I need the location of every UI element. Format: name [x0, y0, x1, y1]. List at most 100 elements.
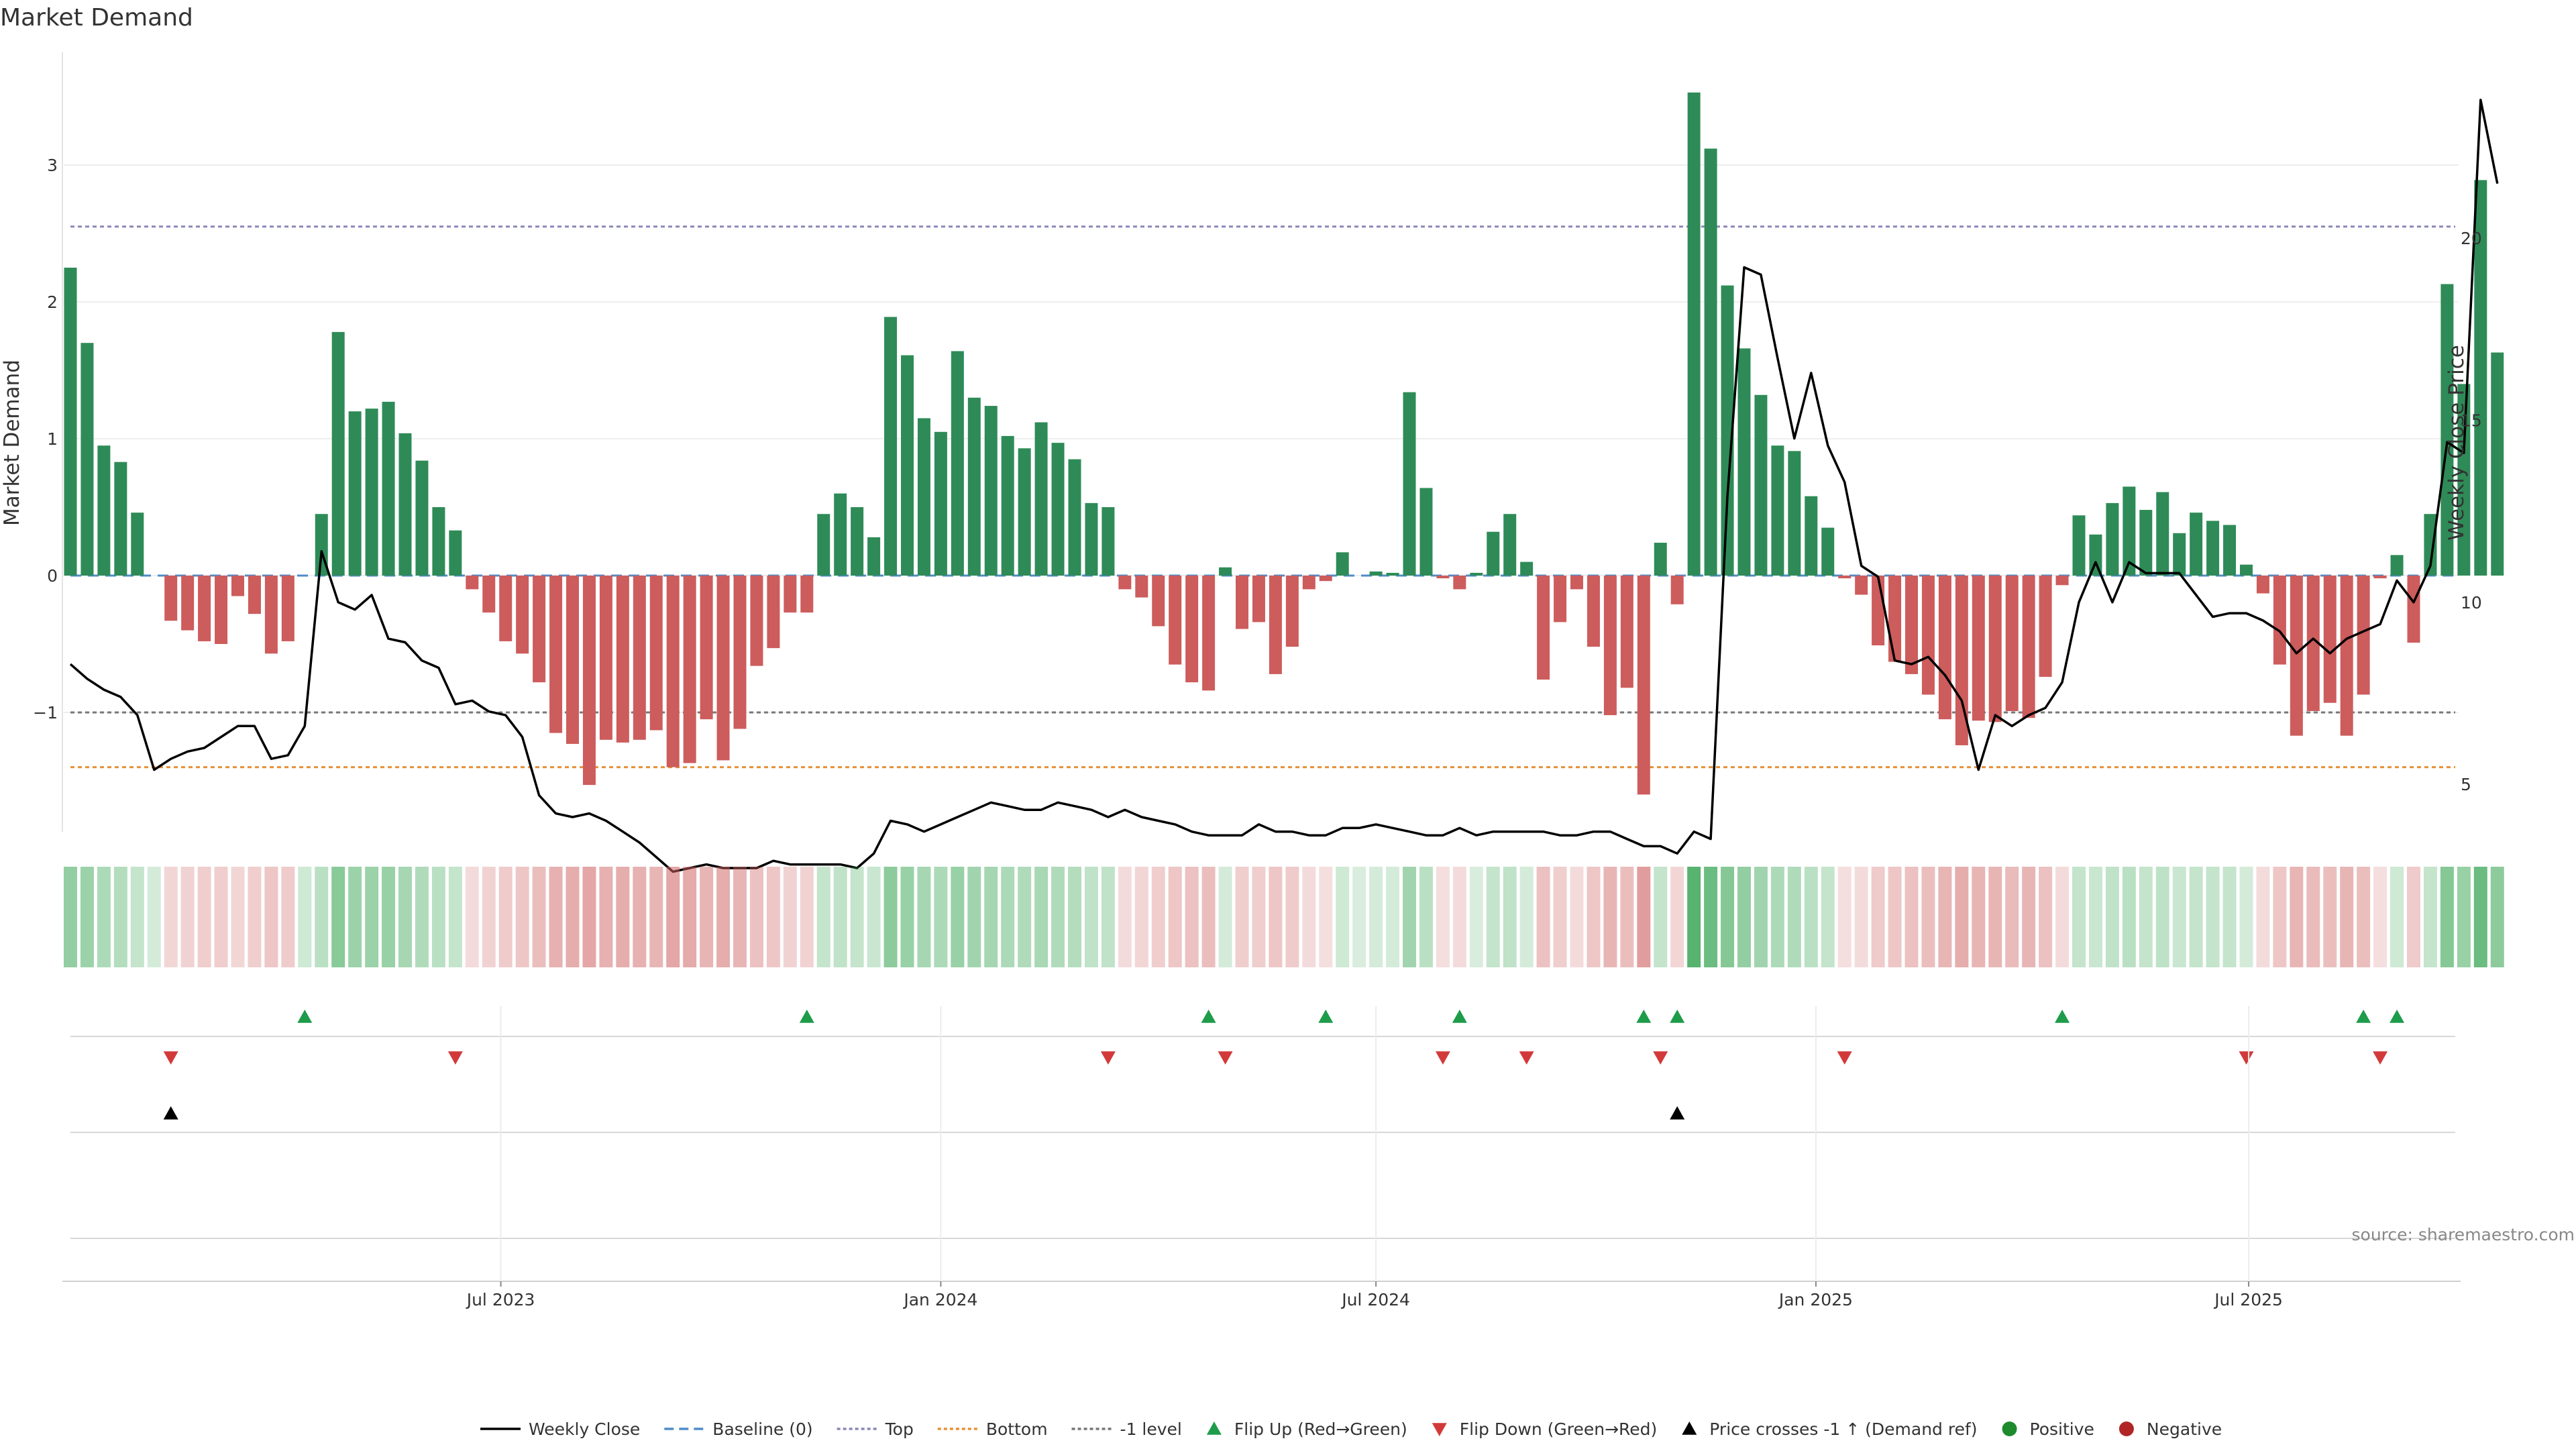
- demand-bars: [64, 92, 2504, 795]
- weekly-close-path: [69, 99, 2499, 873]
- heat-cell: [1185, 867, 1199, 967]
- left-tick-label: 0: [47, 566, 58, 586]
- heat-cell: [2323, 867, 2337, 967]
- heat-cell: [2088, 867, 2102, 967]
- demand-bar: [1788, 451, 1801, 576]
- demand-bar: [1670, 576, 1684, 604]
- demand-bar: [2306, 576, 2320, 711]
- demand-bar: [482, 576, 496, 613]
- heat-cell: [1837, 867, 1851, 967]
- demand-bar: [1921, 576, 1935, 695]
- heat-cell: [214, 867, 228, 967]
- heat-cell: [867, 867, 881, 967]
- demand-bar: [2290, 576, 2303, 736]
- demand-bar: [1386, 572, 1399, 576]
- legend-label: Flip Down (Green→Red): [1460, 1419, 1658, 1439]
- demand-bar: [281, 576, 294, 641]
- heat-cell: [80, 867, 94, 967]
- demand-bar: [1169, 576, 1182, 665]
- legend-item: Baseline (0): [664, 1419, 813, 1439]
- demand-bar: [2457, 384, 2471, 576]
- demand-bar: [1403, 392, 1416, 576]
- heat-cell: [515, 867, 529, 967]
- heat-cell: [1704, 867, 1718, 967]
- heat-cell: [1553, 867, 1567, 967]
- heat-cell: [1168, 867, 1182, 967]
- demand-bar: [1888, 576, 1902, 662]
- heat-cell: [2122, 867, 2136, 967]
- grid: [62, 52, 2459, 832]
- demand-bar: [1319, 576, 1332, 582]
- heat-cell: [1654, 867, 1668, 967]
- legend-label: Price crosses -1 ↑ (Demand ref): [1709, 1419, 1977, 1439]
- flip-up-marker: [1318, 1010, 1334, 1023]
- demand-bar: [2474, 180, 2487, 576]
- heat-cell: [2022, 867, 2036, 967]
- heat-cell: [917, 867, 931, 967]
- left-tick-label: 3: [47, 156, 58, 175]
- demand-bar: [1754, 394, 1768, 576]
- heat-cell: [1336, 867, 1350, 967]
- x-tick-label: Jul 2024: [1340, 1290, 1410, 1309]
- heat-cell: [1101, 867, 1115, 967]
- flip-down-marker: [1218, 1051, 1233, 1065]
- demand-bar: [398, 433, 412, 576]
- demand-bar: [2407, 576, 2420, 643]
- demand-bar: [2206, 521, 2220, 576]
- demand-bar: [1821, 527, 1835, 576]
- demand-bar: [1938, 576, 1951, 720]
- x-axis: Jul 2023 Jan 2024 Jul 2024 Jan 2025 Jul 2025: [62, 1006, 2461, 1309]
- heat-cell: [700, 867, 714, 967]
- demand-bar: [1436, 576, 1450, 579]
- legend-label: Flip Up (Red→Green): [1234, 1419, 1407, 1439]
- heat-cell: [1084, 867, 1098, 967]
- heat-cell: [1904, 867, 1919, 967]
- heat-cell: [582, 867, 596, 967]
- demand-bar: [80, 343, 94, 576]
- heat-cell: [1001, 867, 1015, 967]
- demand-bar: [716, 576, 730, 761]
- demand-bar: [1603, 576, 1617, 716]
- source-note: source: sharemaestro.com: [2352, 1225, 2575, 1244]
- demand-bar: [382, 401, 395, 576]
- heat-cell: [1118, 867, 1132, 967]
- heat-cell: [431, 867, 445, 967]
- flip-down-marker: [163, 1051, 178, 1065]
- demand-bar: [1419, 488, 1433, 576]
- demand-bar: [1537, 576, 1550, 680]
- right-tick-label: 10: [2461, 593, 2482, 612]
- demand-bar: [851, 507, 864, 576]
- legend-label: Positive: [2030, 1419, 2094, 1439]
- heat-cell: [733, 867, 747, 967]
- demand-bar: [533, 576, 546, 683]
- heat-cell: [2239, 867, 2253, 967]
- heat-cell: [315, 867, 329, 967]
- flip-down-marker: [1519, 1051, 1534, 1065]
- legend-item: Positive: [2002, 1419, 2094, 1439]
- demand-bar: [1737, 348, 1751, 576]
- demand-bar: [1771, 445, 1784, 576]
- heat-cell: [800, 867, 814, 967]
- heat-cell: [1452, 867, 1466, 967]
- demand-bar: [181, 576, 195, 631]
- heat-cell: [616, 867, 630, 967]
- heat-cell: [1972, 867, 1986, 967]
- heat-cell: [415, 867, 429, 967]
- demand-bar: [97, 445, 111, 576]
- legend-label: -1 level: [1120, 1419, 1182, 1439]
- heat-cell: [1637, 867, 1651, 967]
- heat-cell: [984, 867, 998, 967]
- x-tick-label: Jan 2025: [1778, 1290, 1853, 1309]
- legend-item: Flip Up (Red→Green): [1206, 1419, 1407, 1439]
- flip-up-marker: [1636, 1010, 1652, 1023]
- heat-cell: [97, 867, 111, 967]
- heat-cell: [1888, 867, 1902, 967]
- demand-bar: [1554, 576, 1567, 623]
- flip-up-marker: [2055, 1010, 2070, 1023]
- demand-bar: [2156, 492, 2169, 576]
- demand-bar: [984, 406, 998, 576]
- demand-bar: [884, 317, 898, 576]
- heat-cell: [1721, 867, 1735, 967]
- demand-bar: [1152, 576, 1165, 627]
- heat-cell: [783, 867, 797, 967]
